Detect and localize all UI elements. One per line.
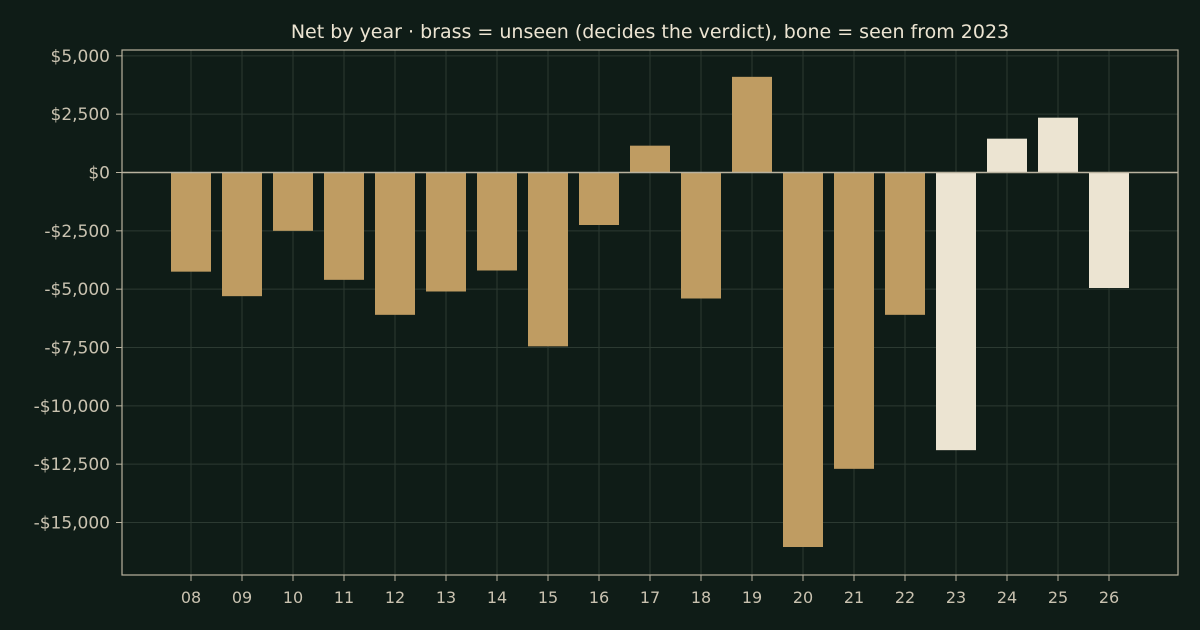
x-tick-label: 09 <box>232 588 252 607</box>
chart-title: Net by year · brass = unseen (decides th… <box>291 21 1009 43</box>
y-tick-label: -$2,500 <box>44 222 110 242</box>
x-tick-label: 13 <box>436 588 456 607</box>
x-tick-label: 17 <box>640 588 660 607</box>
bar-21 <box>834 172 874 469</box>
bars-layer <box>171 76 1129 547</box>
y-axis-ticks: $5,000 $2,500 $0 -$2,500 -$5,000 -$7,500 -$10,… <box>34 47 122 534</box>
y-tick-label: -$12,500 <box>34 455 110 475</box>
x-axis-ticks: 08 09 10 11 12 13 14 15 16 17 18 19 20 21 22 23 24 25 26 <box>181 575 1119 607</box>
bar-15 <box>528 172 568 347</box>
x-tick-label: 21 <box>844 588 864 607</box>
x-tick-label: 11 <box>334 588 354 607</box>
bar-19 <box>732 76 772 173</box>
bar-16 <box>579 172 619 225</box>
x-tick-label: 24 <box>997 588 1017 607</box>
bar-24 <box>987 138 1027 173</box>
x-tick-label: 18 <box>691 588 711 607</box>
y-tick-label: $0 <box>88 164 110 184</box>
y-tick-label: -$15,000 <box>34 514 110 534</box>
x-tick-label: 19 <box>742 588 762 607</box>
bar-23 <box>936 172 976 451</box>
y-tick-label: $2,500 <box>51 105 110 125</box>
x-tick-label: 14 <box>487 588 507 607</box>
x-tick-label: 26 <box>1099 588 1119 607</box>
x-tick-label: 25 <box>1048 588 1068 607</box>
bar-10 <box>273 172 313 231</box>
x-tick-label: 12 <box>385 588 405 607</box>
x-tick-label: 10 <box>283 588 303 607</box>
bar-20 <box>783 172 823 547</box>
bar-11 <box>324 172 364 280</box>
bar-22 <box>885 172 925 315</box>
bar-18 <box>681 172 721 299</box>
x-tick-label: 15 <box>538 588 558 607</box>
x-tick-label: 23 <box>946 588 966 607</box>
bar-25 <box>1038 117 1078 173</box>
bar-14 <box>477 172 517 271</box>
y-tick-label: $5,000 <box>51 47 110 67</box>
y-tick-label: -$10,000 <box>34 397 110 417</box>
x-tick-label: 16 <box>589 588 609 607</box>
bar-17 <box>630 145 670 173</box>
x-tick-label: 22 <box>895 588 915 607</box>
bar-08 <box>171 172 211 272</box>
bar-13 <box>426 172 466 292</box>
x-tick-label: 08 <box>181 588 201 607</box>
bar-26 <box>1089 172 1129 288</box>
x-tick-label: 20 <box>793 588 813 607</box>
bar-12 <box>375 172 415 315</box>
y-tick-label: -$5,000 <box>44 280 110 300</box>
bar-09 <box>222 172 262 297</box>
y-tick-label: -$7,500 <box>44 339 110 359</box>
